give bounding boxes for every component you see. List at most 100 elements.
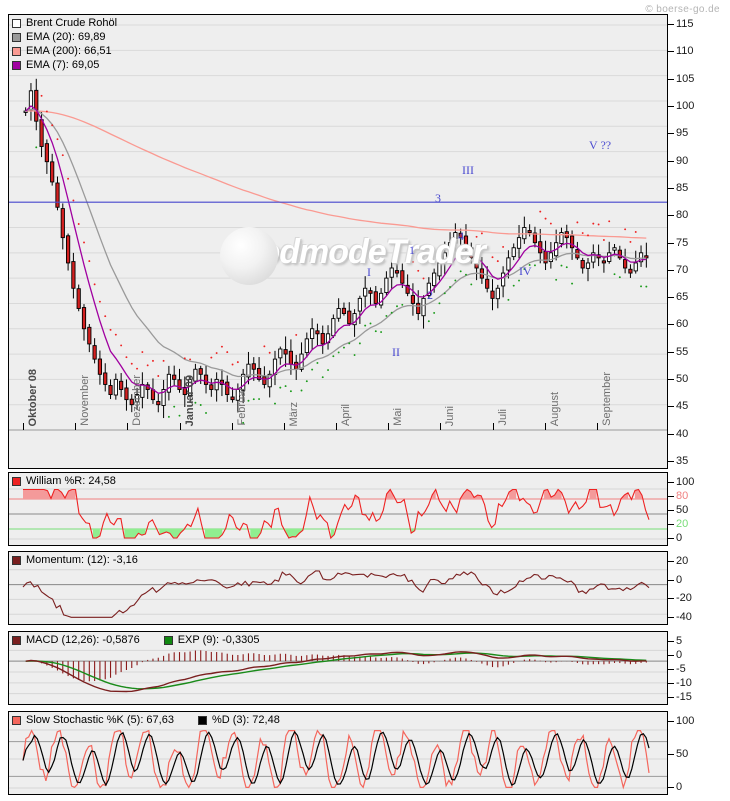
axis-tick-label: 50 — [676, 748, 689, 760]
legend-swatch-icon — [12, 556, 21, 565]
williams-r-panel[interactable]: William %R: 24,58 — [8, 472, 668, 546]
axis-tick-mark — [668, 187, 674, 189]
wave-label: 3 — [435, 191, 441, 205]
legend-swatch-icon — [12, 636, 21, 645]
legend-label: Brent Crude Rohöl — [26, 17, 118, 29]
axis-tick-label: 0 — [676, 781, 683, 793]
axis-tick-label: 20 — [676, 518, 689, 530]
macd-plot-area[interactable] — [9, 632, 667, 704]
axis-tick-label: 80 — [676, 490, 689, 502]
legend-item: MACD (12,26): -0,5876 — [12, 634, 140, 647]
axis-tick-label: 90 — [676, 154, 689, 167]
stochastic-plot-svg — [9, 712, 667, 794]
axis-tick-mark — [668, 324, 674, 326]
legend-item: EXP (9): -0,3305 — [163, 634, 260, 647]
stochastic-y-axis: 100 50 0 — [668, 711, 722, 795]
axis-tick-label: 110 — [676, 45, 694, 58]
axis-tick-label: 0 — [676, 573, 683, 586]
williams-plot-svg — [9, 473, 667, 545]
legend-label: Momentum: (12): -3,16 — [26, 554, 138, 566]
axis-tick-mark — [668, 133, 674, 135]
legend-swatch-icon — [163, 636, 173, 645]
axis-tick-mark — [668, 538, 674, 539]
axis-tick-label: 95 — [676, 127, 689, 140]
stochastic-plot-area[interactable] — [9, 712, 667, 794]
legend-label: EMA (20): 69,89 — [26, 31, 106, 43]
axis-tick-label: 100 — [676, 476, 695, 488]
momentum-legend: Momentum: (12): -3,16 — [12, 554, 138, 568]
wave-label: V ?? — [589, 138, 612, 152]
axis-tick-label: 35 — [676, 455, 689, 467]
axis-tick-mark — [668, 160, 674, 162]
axis-tick-mark — [668, 697, 674, 698]
axis-tick-label: 65 — [676, 291, 689, 304]
price-plot-area[interactable]: Oktober 08 November Dezember Januar 09 Febru… — [9, 15, 667, 468]
axis-tick-mark — [668, 379, 674, 381]
axis-tick-mark — [668, 351, 674, 353]
legend-swatch-icon — [12, 477, 21, 486]
axis-tick-label: 50 — [676, 504, 689, 516]
legend-item: Slow Stochastic %K (5): 67,63 — [12, 714, 174, 727]
legend-label: Slow Stochastic %K (5): 67,63 — [26, 714, 174, 726]
price-legend: Brent Crude Rohöl EMA (20): 69,89 EMA (200… — [12, 17, 117, 73]
price-chart-panel[interactable]: Oktober 08 November Dezember Januar 09 Febru… — [8, 14, 668, 469]
axis-tick-mark — [668, 269, 674, 271]
axis-tick-label: 85 — [676, 181, 689, 194]
axis-tick-label: -10 — [676, 677, 692, 689]
axis-tick-label: 45 — [676, 400, 689, 413]
copyright-label: © boerse-go.de — [645, 4, 720, 15]
axis-tick-mark — [668, 669, 674, 670]
momentum-plot-svg — [9, 552, 667, 624]
legend-item: Momentum: (12): -3,16 — [12, 554, 138, 567]
axis-tick-label: 70 — [676, 263, 689, 276]
axis-tick-mark — [668, 461, 674, 462]
legend-label: EMA (200): 66,51 — [26, 45, 112, 57]
legend-item: %D (3): 72,48 — [197, 714, 280, 727]
williams-y-axis: 100 80 50 20 0 — [668, 472, 722, 546]
axis-tick-mark — [668, 510, 674, 511]
legend-label: EXP (9): -0,3305 — [177, 634, 260, 646]
macd-panel[interactable]: MACD (12,26): -0,5876 EXP (9): -0,3305 — [8, 631, 668, 705]
macd-legend: MACD (12,26): -0,5876 EXP (9): -0,3305 — [12, 634, 283, 649]
legend-swatch-icon — [12, 19, 21, 28]
axis-tick-mark — [668, 105, 674, 107]
axis-tick-mark — [668, 598, 674, 600]
axis-tick-mark — [668, 561, 674, 562]
legend-label: %D (3): 72,48 — [211, 714, 280, 726]
axis-tick-label: 80 — [676, 209, 689, 222]
axis-tick-label: -40 — [676, 611, 692, 623]
momentum-plot-area[interactable] — [9, 552, 667, 624]
wave-label: 1 — [409, 243, 415, 257]
axis-tick-mark — [668, 496, 674, 497]
legend-swatch-icon — [197, 716, 207, 725]
axis-tick-mark — [668, 406, 674, 408]
wave-label: III — [462, 163, 474, 177]
legend-swatch-icon — [12, 47, 21, 56]
axis-tick-mark — [668, 433, 674, 435]
axis-tick-mark — [668, 754, 674, 755]
axis-tick-mark — [668, 721, 674, 722]
williams-plot-area[interactable] — [9, 473, 667, 545]
axis-tick-mark — [668, 787, 674, 788]
macd-y-axis: 5 0 -5 -10 -15 — [668, 631, 722, 705]
legend-swatch-icon — [12, 61, 21, 70]
stochastic-panel[interactable]: Slow Stochastic %K (5): 67,63 %D (3): 72,… — [8, 711, 668, 795]
legend-item: William %R: 24,58 — [12, 475, 116, 488]
legend-item: EMA (7): 69,05 — [12, 59, 117, 72]
axis-tick-label: 105 — [676, 72, 695, 85]
axis-tick-label: 20 — [676, 555, 689, 567]
wave-label: 2 — [427, 288, 433, 302]
stochastic-legend: Slow Stochastic %K (5): 67,63 %D (3): 72,… — [12, 714, 304, 729]
axis-tick-label: 55 — [676, 345, 689, 358]
legend-swatch-icon — [12, 716, 21, 725]
axis-tick-mark — [668, 24, 674, 25]
axis-tick-mark — [668, 78, 674, 80]
axis-tick-mark — [668, 297, 674, 299]
axis-tick-label: -20 — [676, 592, 692, 605]
legend-item: EMA (20): 69,89 — [12, 31, 117, 44]
axis-tick-mark — [668, 215, 674, 217]
axis-tick-mark — [668, 655, 674, 656]
axis-tick-mark — [668, 579, 674, 581]
momentum-panel[interactable]: Momentum: (12): -3,16 — [8, 551, 668, 625]
axis-tick-mark — [668, 617, 674, 618]
